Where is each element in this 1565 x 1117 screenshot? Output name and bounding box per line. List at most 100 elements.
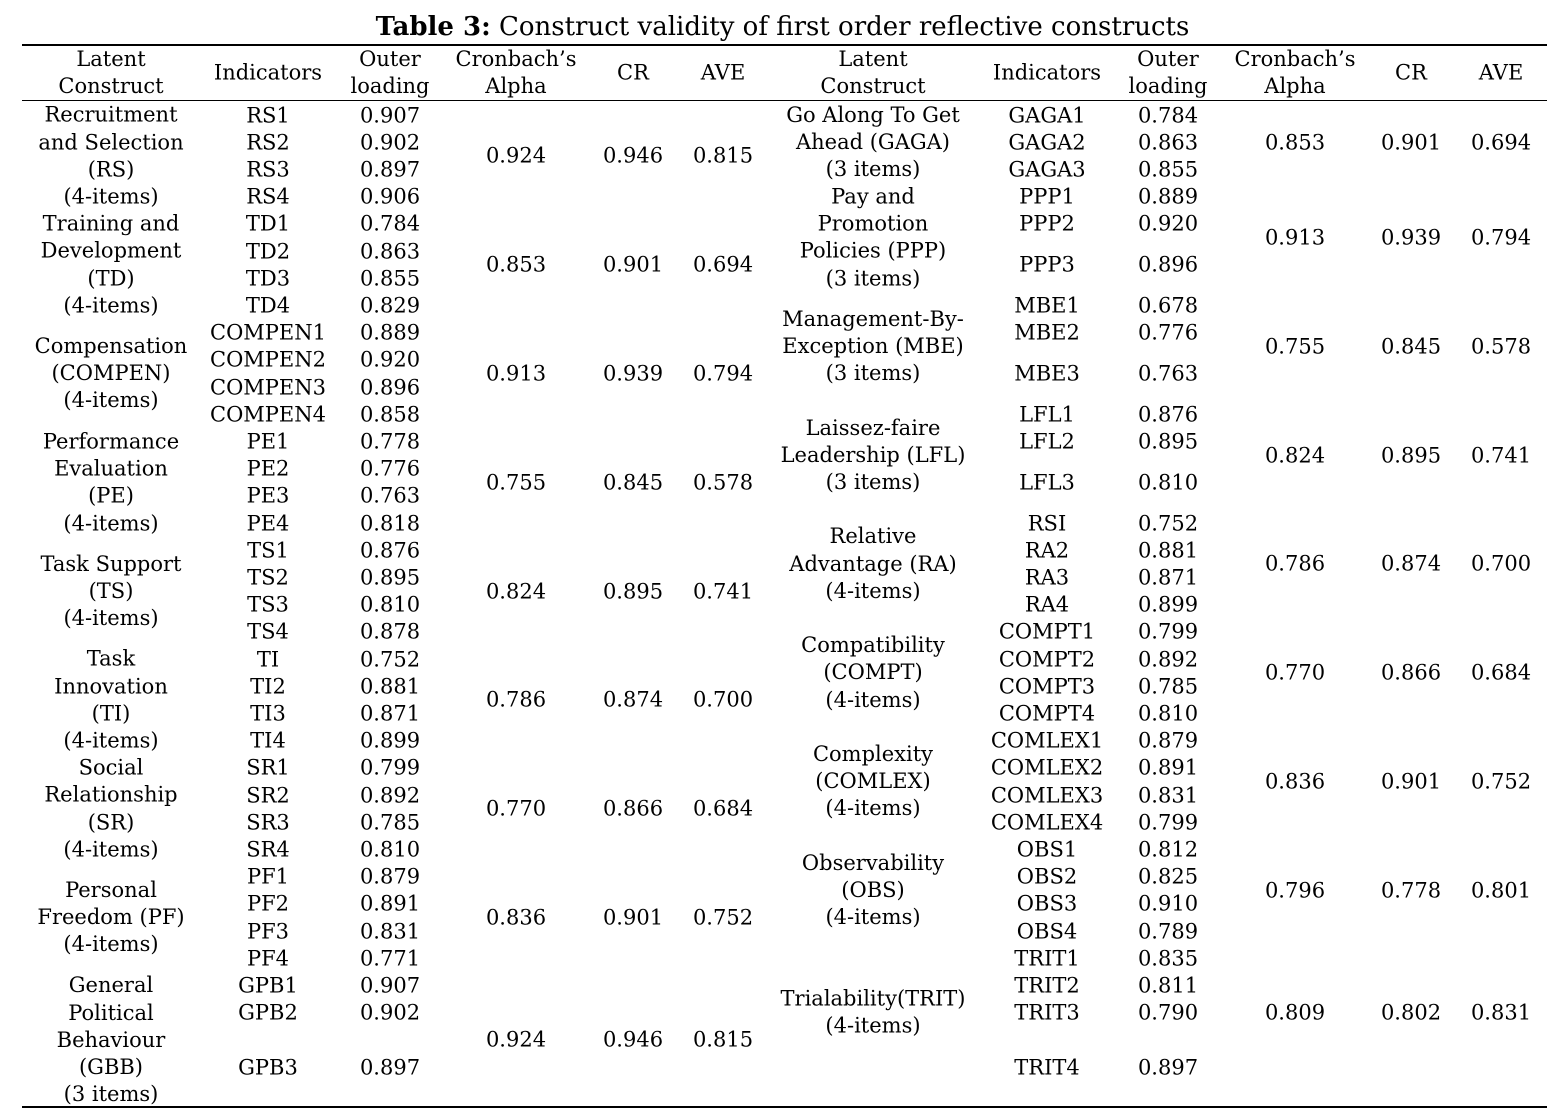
ave-cell: 0.752 xyxy=(692,905,754,930)
cronbach-alpha-cell: 0.924 xyxy=(485,143,547,168)
indicator-cell: COMLEX3 xyxy=(990,782,1104,807)
outer-loading-cell: 0.910 xyxy=(1137,891,1199,916)
indicator-cell: TI3 xyxy=(250,701,286,726)
indicator-cell: PE3 xyxy=(246,483,290,508)
outer-loading-cell: 0.810 xyxy=(359,837,421,862)
indicator-cell: TD2 xyxy=(245,238,291,263)
outer-loading-cell: 0.889 xyxy=(359,320,421,345)
header-outer-loading-left: Outer loading xyxy=(350,47,430,98)
cronbach-alpha-cell: 0.924 xyxy=(485,1027,547,1052)
outer-loading-cell: 0.799 xyxy=(1137,810,1199,835)
indicator-cell: RS2 xyxy=(246,130,290,155)
cr-cell: 0.895 xyxy=(1380,442,1442,467)
latent-construct-cell: General Political Behaviour (GBB) (3 items) xyxy=(56,973,166,1107)
indicator-cell: TRIT3 xyxy=(1014,1000,1080,1025)
indicator-cell: TI2 xyxy=(250,674,286,699)
indicator-cell: GAGA1 xyxy=(1008,102,1086,127)
ave-cell: 0.815 xyxy=(692,143,754,168)
indicator-cell: COMPT2 xyxy=(998,646,1096,671)
indicator-cell: COMPT3 xyxy=(998,674,1096,699)
latent-construct-cell: Laissez-faire Leadership (LFL) (3 items) xyxy=(780,415,966,495)
outer-loading-cell: 0.878 xyxy=(359,619,421,644)
indicator-cell: MBE2 xyxy=(1014,320,1080,345)
outer-loading-cell: 0.829 xyxy=(359,293,421,318)
latent-construct-cell: Task Support (TS) (4-items) xyxy=(40,551,182,631)
cronbach-alpha-cell: 0.913 xyxy=(485,361,547,386)
outer-loading-cell: 0.879 xyxy=(359,864,421,889)
ave-cell: 0.831 xyxy=(1470,1000,1532,1025)
latent-construct-cell: Management-By- Exception (MBE) (3 items) xyxy=(782,306,964,386)
header-cronbach-alpha-right: Cronbach’s Alpha xyxy=(1234,47,1356,98)
latent-construct-cell: Observability (OBS) (4-items) xyxy=(801,850,945,930)
indicator-cell: COMLEX4 xyxy=(990,810,1104,835)
header-cronbach-alpha-left: Cronbach’s Alpha xyxy=(455,47,577,98)
latent-construct-cell: Pay and Promotion Policies (PPP) (3 items) xyxy=(799,184,947,291)
cr-cell: 0.946 xyxy=(602,143,664,168)
outer-loading-cell: 0.897 xyxy=(359,1054,421,1079)
indicator-cell: RSI xyxy=(1027,510,1067,535)
outer-loading-cell: 0.907 xyxy=(359,102,421,127)
indicator-cell: GPB1 xyxy=(238,973,298,998)
header-cr-right: CR xyxy=(1395,60,1427,85)
latent-construct-cell: Performance Evaluation (PE) (4-items) xyxy=(42,429,180,535)
cr-cell: 0.901 xyxy=(602,252,664,277)
indicator-cell: PE4 xyxy=(246,510,290,535)
indicator-cell: COMPEN2 xyxy=(210,347,326,372)
indicator-cell: TD3 xyxy=(245,266,291,291)
outer-loading-cell: 0.835 xyxy=(1137,946,1199,971)
ave-cell: 0.815 xyxy=(692,1027,754,1052)
table-title-text: Construct validity of first order reflec… xyxy=(490,12,1190,42)
outer-loading-cell: 0.863 xyxy=(1137,130,1199,155)
indicator-cell: COMLEX1 xyxy=(990,728,1104,753)
top-rule xyxy=(22,44,1547,46)
cr-cell: 0.845 xyxy=(602,470,664,495)
ave-cell: 0.684 xyxy=(692,796,754,821)
latent-construct-cell: Compatibility (COMPT) (4-items) xyxy=(801,633,945,712)
outer-loading-cell: 0.907 xyxy=(359,973,421,998)
cr-cell: 0.901 xyxy=(602,905,664,930)
outer-loading-cell: 0.771 xyxy=(359,946,421,971)
outer-loading-cell: 0.876 xyxy=(1137,402,1199,427)
cronbach-alpha-cell: 0.796 xyxy=(1264,878,1326,903)
cronbach-alpha-cell: 0.836 xyxy=(485,905,547,930)
outer-loading-cell: 0.858 xyxy=(359,402,421,427)
indicator-cell: TD4 xyxy=(245,293,291,318)
indicator-cell: RA2 xyxy=(1024,538,1070,563)
indicator-cell: MBE3 xyxy=(1014,361,1080,386)
header-cr-left: CR xyxy=(617,60,649,85)
header-rule xyxy=(22,100,1547,101)
indicator-cell: GPB2 xyxy=(238,1000,298,1025)
indicator-cell: RA3 xyxy=(1024,565,1070,590)
outer-loading-cell: 0.855 xyxy=(359,266,421,291)
outer-loading-cell: 0.902 xyxy=(359,1000,421,1025)
indicator-cell: SR2 xyxy=(246,782,290,807)
indicator-cell: PF4 xyxy=(246,946,290,971)
indicator-cell: TS3 xyxy=(247,592,289,617)
ave-cell: 0.694 xyxy=(692,252,754,277)
outer-loading-cell: 0.897 xyxy=(1137,1054,1199,1079)
indicator-cell: OBS3 xyxy=(1016,891,1078,916)
ave-cell: 0.741 xyxy=(692,578,754,603)
cr-cell: 0.939 xyxy=(602,361,664,386)
indicator-cell: OBS1 xyxy=(1016,837,1078,862)
outer-loading-cell: 0.920 xyxy=(359,347,421,372)
table-title: Table 3: Construct validity of first ord… xyxy=(0,12,1565,42)
outer-loading-cell: 0.831 xyxy=(1137,782,1199,807)
outer-loading-cell: 0.871 xyxy=(359,701,421,726)
outer-loading-cell: 0.871 xyxy=(1137,565,1199,590)
cronbach-alpha-cell: 0.809 xyxy=(1264,1000,1326,1025)
cr-cell: 0.901 xyxy=(1380,769,1442,794)
outer-loading-cell: 0.881 xyxy=(359,674,421,699)
indicator-cell: PE2 xyxy=(246,456,290,481)
cr-cell: 0.874 xyxy=(1380,551,1442,576)
cronbach-alpha-cell: 0.824 xyxy=(485,578,547,603)
outer-loading-cell: 0.902 xyxy=(359,130,421,155)
outer-loading-cell: 0.763 xyxy=(359,483,421,508)
outer-loading-cell: 0.790 xyxy=(1137,1000,1199,1025)
indicator-cell: TI4 xyxy=(250,728,286,753)
indicator-cell: COMPT4 xyxy=(998,701,1096,726)
indicator-cell: GAGA2 xyxy=(1008,130,1086,155)
outer-loading-cell: 0.776 xyxy=(359,456,421,481)
cronbach-alpha-cell: 0.786 xyxy=(1264,551,1326,576)
latent-construct-cell: Social Relationship (SR) (4-items) xyxy=(44,755,178,862)
